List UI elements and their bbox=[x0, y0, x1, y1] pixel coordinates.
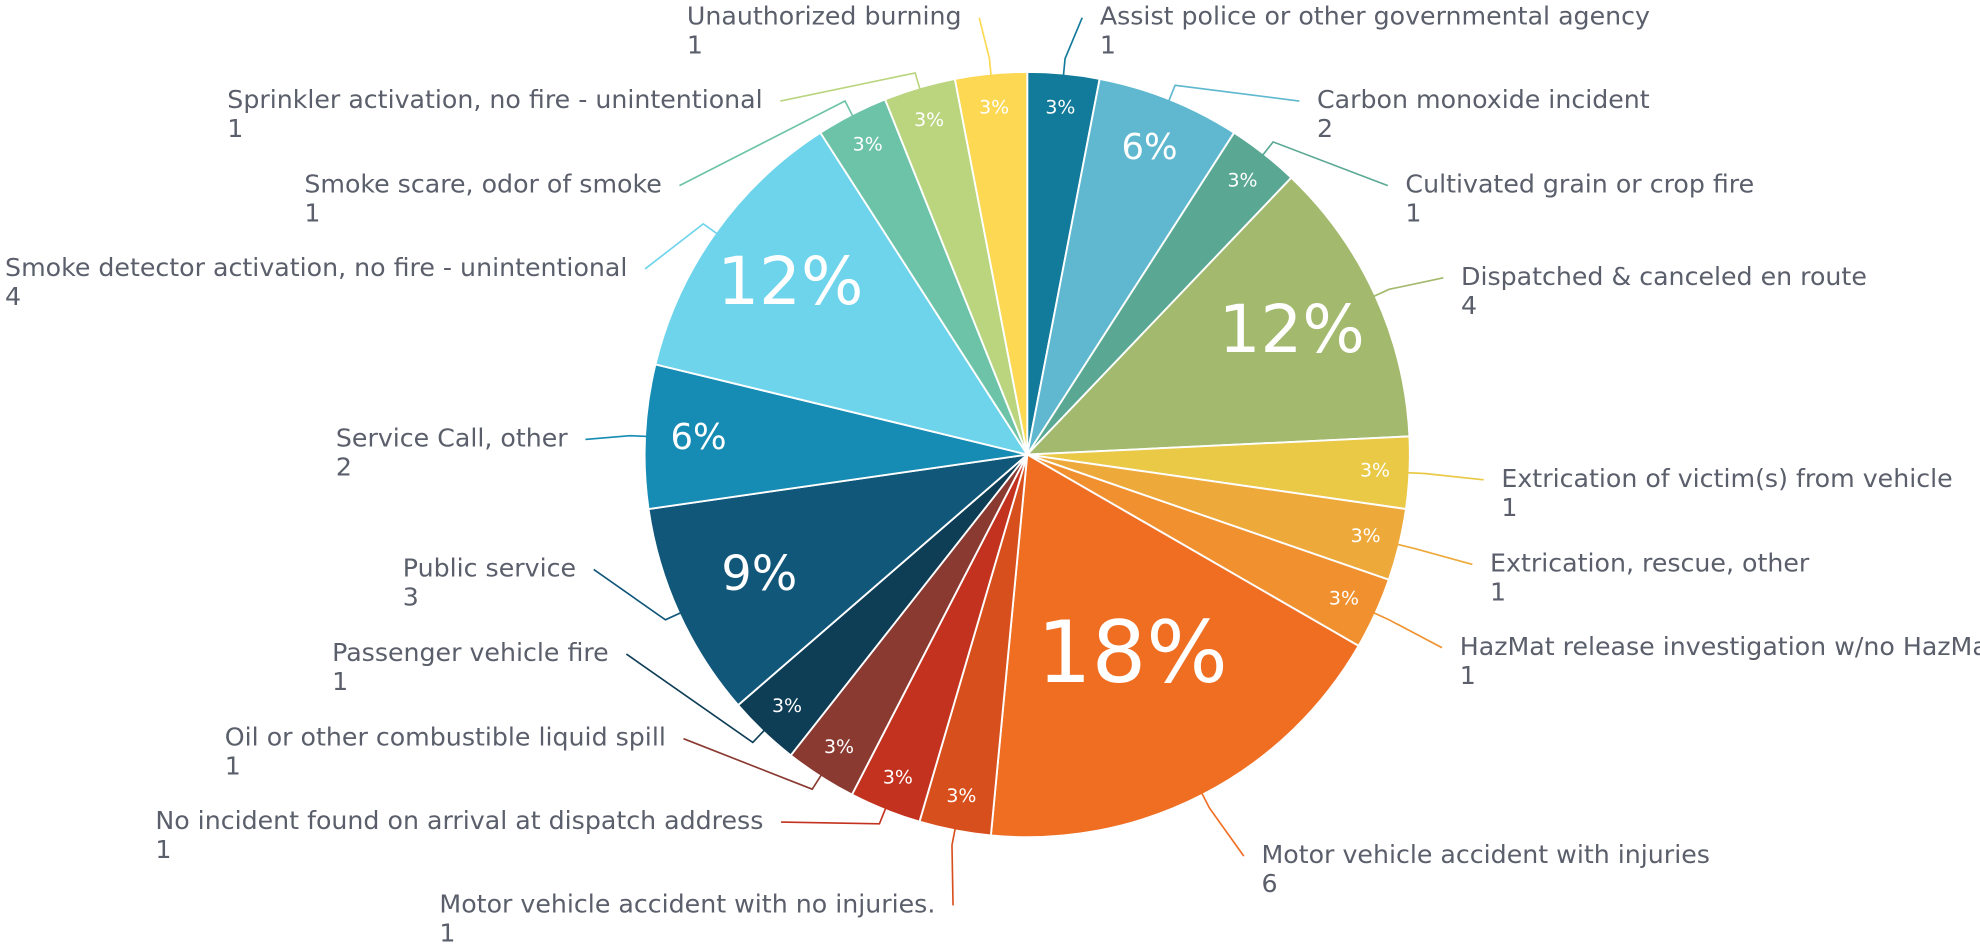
leader-line bbox=[644, 222, 721, 270]
leader-line bbox=[1393, 542, 1473, 566]
value-label: 2 bbox=[1317, 114, 1333, 143]
percent-label: 3% bbox=[824, 736, 854, 758]
leader-line bbox=[1199, 789, 1245, 857]
legend-label: Carbon monoxide incident bbox=[1317, 85, 1650, 114]
percent-label: 12% bbox=[717, 244, 863, 320]
legend-label: Service Call, other bbox=[336, 423, 568, 452]
value-label: 1 bbox=[155, 835, 171, 864]
legend-label: Smoke detector activation, no fire - uni… bbox=[5, 253, 627, 282]
legend-label: Unauthorized burning bbox=[687, 2, 962, 31]
legend-label: Extrication, rescue, other bbox=[1490, 548, 1810, 577]
legend-label: Smoke scare, odor of smoke bbox=[304, 170, 661, 199]
legend-label: Motor vehicle accident with injuries bbox=[1261, 840, 1709, 869]
leader-line bbox=[1062, 17, 1083, 79]
value-label: 1 bbox=[304, 199, 320, 228]
value-label: 1 bbox=[227, 114, 243, 143]
value-label: 1 bbox=[225, 752, 241, 781]
value-label: 1 bbox=[1501, 493, 1517, 522]
value-label: 1 bbox=[1100, 31, 1116, 60]
value-label: 6 bbox=[1261, 869, 1277, 898]
value-label: 2 bbox=[336, 452, 352, 481]
percent-label: 3% bbox=[853, 134, 883, 156]
legend-label: Public service bbox=[403, 553, 576, 582]
percent-label: 3% bbox=[1360, 460, 1390, 482]
percent-label: 3% bbox=[772, 695, 802, 717]
percent-label: 3% bbox=[883, 766, 913, 788]
leader-line bbox=[1166, 84, 1300, 105]
leader-line bbox=[1404, 471, 1484, 481]
legend-label: HazMat release investigation w/no HazMat bbox=[1460, 632, 1980, 661]
percent-label: 6% bbox=[671, 417, 727, 458]
percent-label: 18% bbox=[1037, 603, 1228, 703]
value-label: 1 bbox=[687, 31, 703, 60]
value-label: 1 bbox=[1405, 199, 1421, 228]
legend-label: Dispatched & canceled en route bbox=[1461, 262, 1867, 291]
percent-label: 3% bbox=[946, 785, 976, 807]
leader-line bbox=[585, 434, 651, 441]
leader-line bbox=[1370, 610, 1443, 649]
percent-label: 3% bbox=[1045, 96, 1075, 118]
value-label: 4 bbox=[1461, 291, 1477, 320]
leader-line bbox=[951, 825, 957, 906]
percent-label: 3% bbox=[914, 109, 944, 131]
value-label: 3 bbox=[403, 583, 419, 612]
leader-line bbox=[781, 804, 888, 825]
legend-label: Sprinkler activation, no fire - unintent… bbox=[227, 85, 762, 114]
percent-label: 12% bbox=[1219, 292, 1365, 368]
percent-label: 3% bbox=[979, 96, 1009, 118]
value-label: 1 bbox=[439, 918, 455, 944]
percent-label: 3% bbox=[1227, 169, 1257, 191]
legend-label: No incident found on arrival at dispatch… bbox=[155, 806, 763, 835]
legend-label: Cultivated grain or crop fire bbox=[1405, 170, 1754, 199]
percent-label: 3% bbox=[1329, 588, 1359, 610]
percent-label: 9% bbox=[721, 546, 797, 602]
leader-line bbox=[1370, 276, 1444, 299]
leader-line bbox=[625, 653, 768, 744]
value-label: 1 bbox=[1460, 661, 1476, 690]
legend-label: Passenger vehicle fire bbox=[332, 638, 609, 667]
leader-line bbox=[593, 568, 685, 621]
legend-label: Motor vehicle accident with no injuries. bbox=[439, 889, 935, 918]
value-label: 1 bbox=[332, 667, 348, 696]
leader-line bbox=[679, 99, 855, 187]
percent-label: 6% bbox=[1122, 127, 1178, 168]
legend-label: Assist police or other governmental agen… bbox=[1100, 2, 1650, 31]
leader-line bbox=[683, 737, 824, 791]
legend-label: Oil or other combustible liquid spill bbox=[225, 723, 666, 752]
leader-line bbox=[1260, 140, 1389, 187]
value-label: 4 bbox=[5, 282, 21, 311]
percent-label: 3% bbox=[1351, 525, 1381, 547]
leader-line bbox=[780, 71, 922, 102]
leader-line bbox=[978, 17, 993, 79]
value-label: 1 bbox=[1490, 577, 1506, 606]
legend-label: Extrication of victim(s) from vehicle bbox=[1501, 464, 1952, 493]
